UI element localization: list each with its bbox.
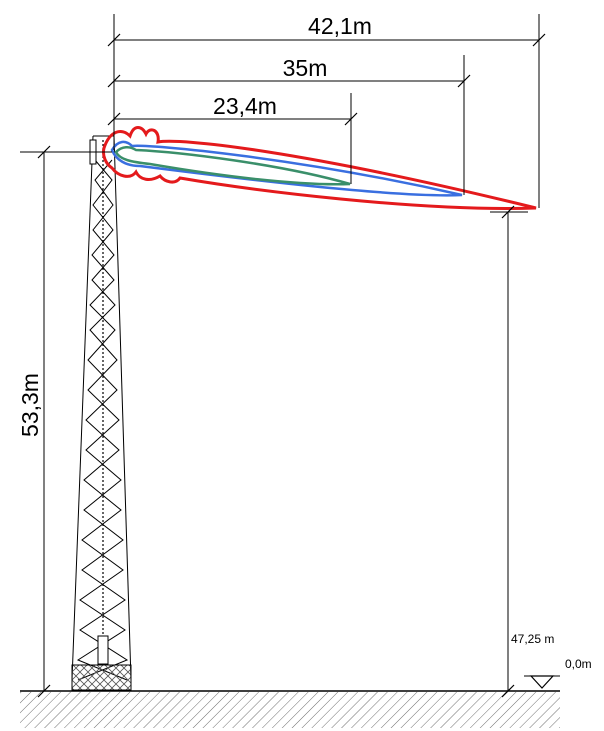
dimension-horizontal-low: 23,4m: [107, 93, 358, 184]
tower-base: [71, 664, 132, 691]
ground: [20, 690, 560, 728]
ground-level-label: 0,0m: [565, 657, 592, 671]
dimension-label-top: 42,1m: [308, 13, 372, 39]
dimension-label-mid: 35m: [283, 55, 328, 81]
dimension-label-low: 23,4m: [213, 93, 277, 119]
ground-level-marker: 0,0m: [524, 657, 592, 689]
lattice-tower: [71, 135, 132, 691]
radiation-pattern-green: [114, 146, 351, 186]
dimension-label-tower-height: 53,3m: [17, 373, 43, 437]
dimension-label-elevation: 47,25 m: [511, 632, 554, 646]
dimension-horizontal-mid: 35m: [107, 55, 471, 195]
radiation-pattern-red: [102, 126, 537, 210]
dimension-vertical-right: 47,25 m: [490, 205, 554, 698]
tower-cabinet: [97, 635, 109, 665]
radiation-pattern-blue: [110, 140, 463, 197]
dimension-horizontal-top: 42,1m: [107, 13, 546, 208]
dimension-vertical-tower: 53,3m: [17, 145, 112, 698]
